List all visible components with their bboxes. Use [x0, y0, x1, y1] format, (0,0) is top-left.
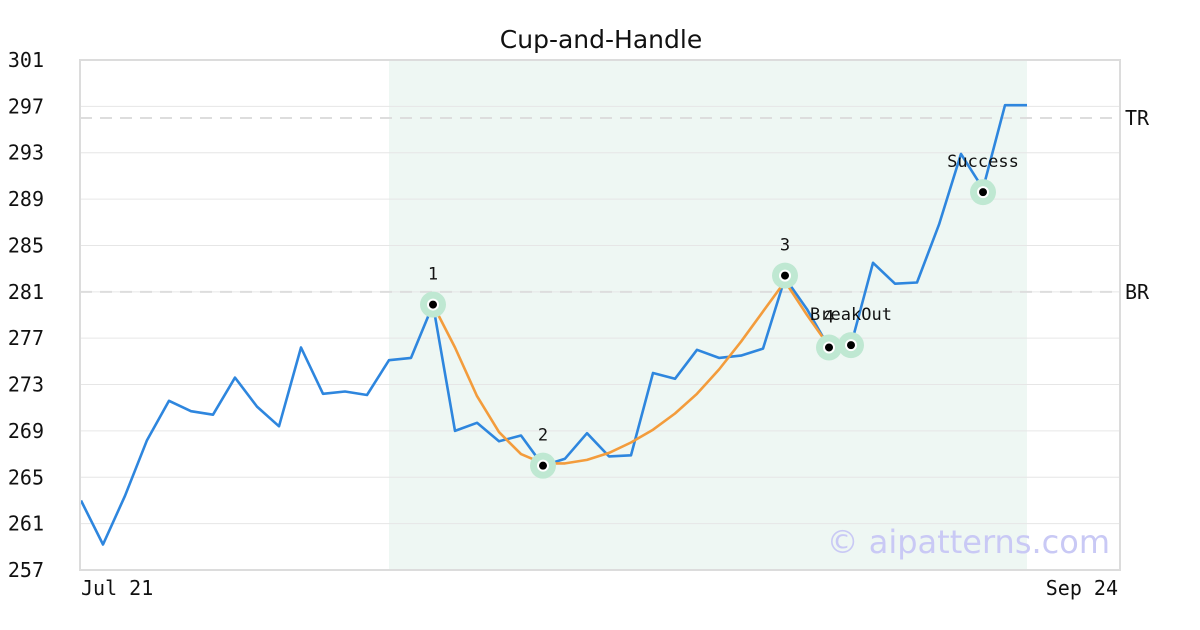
y-tick-label: 293: [8, 141, 44, 165]
point-marker: [977, 186, 989, 199]
y-tick-label: 261: [8, 512, 44, 536]
y-tick-label: 273: [8, 373, 44, 397]
pattern-band: [389, 60, 1027, 570]
axes: 257 261 265 269 273 277 281 285 289 293 297 301 Jul …: [8, 48, 1121, 600]
chart-title: Cup-and-Handle: [500, 25, 702, 54]
point-label: 2: [538, 426, 548, 446]
point-label: 4: [824, 307, 834, 327]
level-label: BR: [1125, 280, 1150, 304]
point-label: 1: [428, 265, 438, 285]
y-tick-label: 281: [8, 280, 44, 304]
point-marker: [823, 341, 835, 354]
y-tick-label: 285: [8, 233, 44, 257]
point-marker: [845, 339, 857, 352]
cup-fit-line: [431, 280, 831, 465]
watermark-layer: © aipatterns.com: [827, 523, 1110, 561]
plot-frame: [79, 59, 1121, 571]
y-tick-label: 257: [8, 558, 44, 582]
x-tick-label: Sep 24: [1046, 576, 1118, 600]
point-marker: [779, 269, 791, 282]
y-tick-label: 301: [8, 48, 44, 72]
watermark: © aipatterns.com: [827, 523, 1110, 561]
y-tick-label: 265: [8, 465, 44, 489]
y-tick-label: 277: [8, 326, 44, 350]
level-lines: TR BR: [80, 106, 1150, 304]
y-tick-label: 297: [8, 94, 44, 118]
y-tick-label: 289: [8, 187, 44, 211]
point-label: Success: [947, 152, 1019, 172]
point-marker: [537, 459, 549, 472]
point-marker: [427, 298, 439, 311]
level-label: TR: [1125, 106, 1150, 130]
point-label: BreakOut: [810, 305, 892, 325]
point-label: 3: [780, 236, 790, 256]
x-tick-label: Jul 21: [81, 576, 153, 600]
pattern-band-layer: [389, 60, 1027, 570]
y-tick-label: 269: [8, 419, 44, 443]
